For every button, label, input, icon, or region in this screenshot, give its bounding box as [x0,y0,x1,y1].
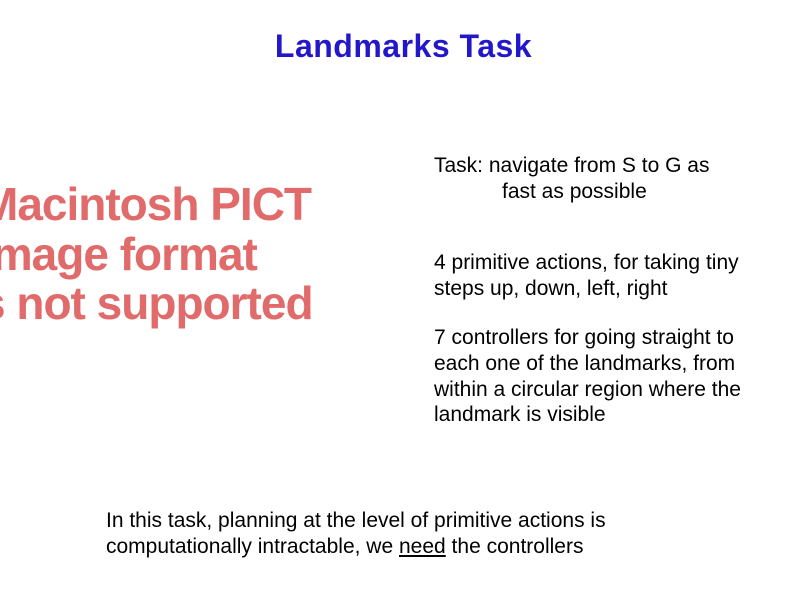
placeholder-line: Macintosh PICT [0,180,440,230]
task-cont: fast as possible [434,179,764,205]
task-description: Task: navigate from S to G as fast as po… [434,153,764,204]
placeholder-line: s not supported [0,279,440,329]
bottom-note: In this task, planning at the level of p… [106,508,706,559]
slide: Landmarks Task Macintosh PICT image form… [0,0,807,605]
pict-placeholder: Macintosh PICT image format s not suppor… [0,180,440,329]
paragraph-controllers: 7 controllers for going straight to each… [434,325,764,427]
placeholder-line: image format [0,230,440,280]
slide-title: Landmarks Task [0,28,807,65]
paragraph-actions: 4 primitive actions, for taking tiny ste… [434,250,764,301]
task-prefix: Task: navigate from S to G as [434,154,709,177]
bottom-underlined: need [399,535,446,558]
bottom-post: the controllers [446,535,584,558]
right-column: Task: navigate from S to G as fast as po… [434,153,764,428]
